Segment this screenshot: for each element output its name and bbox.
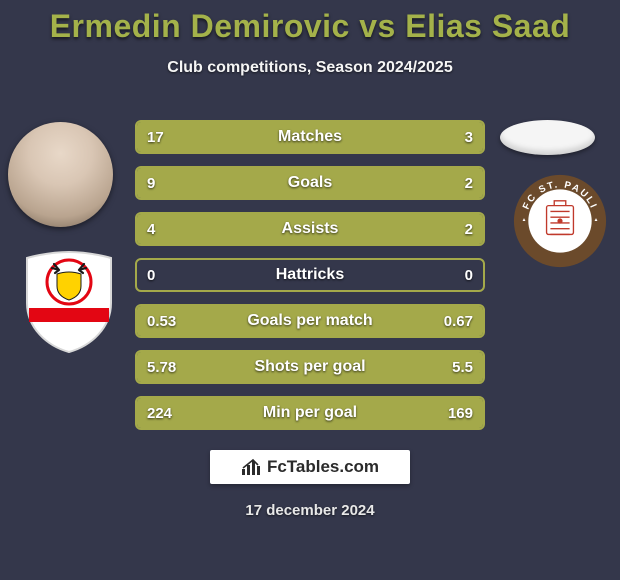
stats-region: 173Matches 92Goals 42Assists 0 0Hattricks 0.5… [135,120,485,442]
player-left-name: Ermedin Demirovic [50,8,350,44]
bar-left [137,168,421,198]
brand-text: FcTables.com [267,457,379,477]
stat-label: Hattricks [137,260,483,290]
bar-right [369,214,483,244]
bar-left [137,352,313,382]
bar-right [313,352,483,382]
brand-chart-icon [241,457,263,477]
date-line: 17 december 2024 [0,502,620,519]
vs-word: vs [359,8,396,44]
stat-row: 0.530.67Goals per match [135,304,485,338]
stat-row: 224169Min per goal [135,396,485,430]
club-badge-left [18,248,120,356]
bar-left [137,214,369,244]
player-right-name: Elias Saad [405,8,570,44]
subtitle: Club competitions, Season 2024/2025 [0,59,620,77]
stat-row: 5.785.5Shots per goal [135,350,485,384]
brand-box: FcTables.com [210,450,410,484]
comparison-title: Ermedin Demirovic vs Elias Saad [0,0,620,45]
club-badge-right: FC ST. PAULI 1910 [512,173,608,269]
stpauli-badge-icon: FC ST. PAULI 1910 [512,173,608,269]
bar-right [286,398,483,428]
stat-value-left: 0 [147,260,155,290]
stat-value-right: 0 [465,260,473,290]
bar-left [137,398,286,428]
player-left-avatar [8,122,113,227]
stat-row: 0 0Hattricks [135,258,485,292]
bar-left [137,306,289,336]
stat-row: 173Matches [135,120,485,154]
stuttgart-shield-icon [18,248,120,356]
stat-row: 42Assists [135,212,485,246]
stat-row: 92Goals [135,166,485,200]
player-right-avatar [500,120,595,155]
bar-right [289,306,483,336]
bar-right [431,122,483,152]
bar-left [137,122,431,152]
bar-right [421,168,483,198]
